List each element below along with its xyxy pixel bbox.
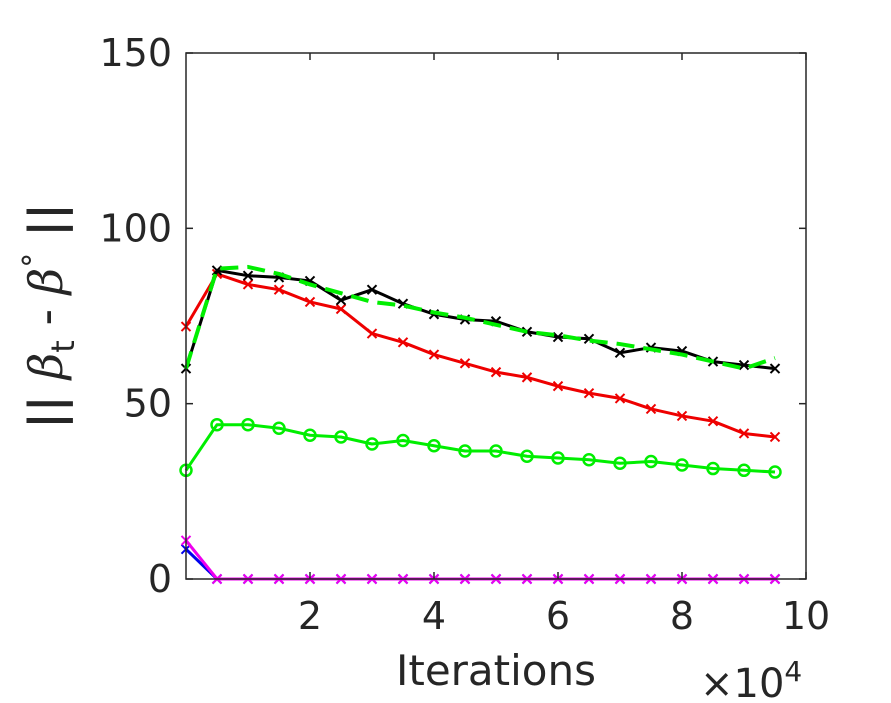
data-point: [334, 430, 348, 444]
plot-background: [186, 53, 806, 579]
y-label-superscript: °: [17, 253, 52, 268]
data-point: [272, 421, 286, 435]
data-point: [242, 279, 254, 290]
data-point: [335, 303, 347, 315]
data-point: [241, 417, 255, 432]
series-line: [184, 268, 776, 371]
y-label-suffix: ||: [19, 203, 74, 253]
y-label-subscript: t: [44, 340, 82, 353]
data-point: [242, 270, 254, 281]
y-axis-label: || βt - β° ||: [17, 203, 82, 429]
series-line: [184, 264, 776, 371]
y-label-beta-star: β: [19, 268, 73, 297]
data-point: [645, 403, 657, 415]
y-tick-label: 50: [124, 382, 172, 426]
data-point: [428, 349, 440, 360]
x-tick-label: 4: [422, 594, 446, 638]
data-point: [706, 461, 720, 476]
data-point: [366, 328, 378, 339]
data-point: [489, 444, 503, 458]
data-point: [458, 444, 472, 458]
data-point: [552, 380, 564, 392]
data-point: [397, 337, 409, 348]
x-multiplier-exponent: 4: [784, 655, 802, 688]
x-tick-label: 8: [670, 594, 694, 638]
data-point: [211, 265, 223, 276]
data-point: [210, 417, 224, 432]
data-point: [737, 463, 751, 478]
y-tick-label: 100: [99, 206, 172, 250]
data-point: [614, 347, 626, 359]
series-line: [184, 272, 776, 439]
x-tick-label: 10: [782, 594, 830, 638]
data-point: [552, 331, 564, 343]
x-multiplier: ×104: [700, 655, 802, 703]
y-tick-label: 0: [148, 557, 172, 601]
data-point: [769, 431, 781, 443]
data-point: [551, 451, 565, 465]
data-point: [365, 437, 379, 451]
x-tick-label: 2: [298, 594, 322, 638]
data-point: [768, 465, 782, 479]
plot-frame: [185, 52, 807, 580]
series-3: [184, 264, 776, 371]
y-tick-label: 150: [99, 31, 172, 75]
data-point: [490, 366, 502, 378]
data-point: [273, 284, 285, 295]
y-label-mid: -: [19, 294, 73, 340]
data-point: [676, 410, 688, 422]
series-1: [180, 268, 781, 443]
data-point: [769, 363, 781, 374]
y-label-beta: β: [19, 353, 73, 382]
data-point: [366, 284, 378, 295]
data-point: [614, 393, 626, 404]
y-label-prefix: ||: [19, 379, 74, 429]
data-point: [582, 453, 596, 467]
data-point: [304, 296, 316, 308]
data-point: [613, 456, 627, 471]
data-point: [738, 359, 750, 371]
data-point: [738, 428, 750, 439]
data-point: [707, 415, 719, 427]
data-point: [644, 454, 658, 469]
data-point: [521, 372, 533, 383]
data-point: [396, 433, 410, 448]
series-0: [179, 417, 782, 479]
data-point: [427, 438, 441, 453]
data-point: [520, 449, 534, 464]
data-point: [303, 428, 317, 442]
data-point: [335, 295, 347, 306]
x-tick-label: 6: [546, 594, 570, 638]
data-point: [675, 458, 689, 472]
data-point: [459, 358, 471, 369]
x-axis-label: Iterations: [396, 646, 596, 695]
data-point: [583, 387, 595, 399]
x-multiplier-base: ×10: [700, 661, 784, 703]
